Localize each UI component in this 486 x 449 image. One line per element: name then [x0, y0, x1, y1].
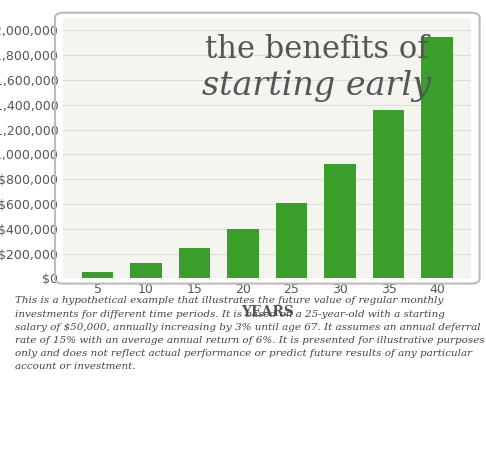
- Text: starting early: starting early: [202, 70, 431, 102]
- Bar: [421, 36, 453, 278]
- Text: the benefits of: the benefits of: [205, 34, 428, 65]
- Bar: [82, 272, 113, 278]
- Bar: [179, 248, 210, 278]
- Bar: [276, 203, 307, 278]
- Bar: [324, 164, 356, 278]
- Text: This is a hypothetical example that illustrates the future value of regular mont: This is a hypothetical example that illu…: [15, 296, 485, 371]
- Bar: [130, 264, 162, 278]
- Bar: [373, 110, 404, 278]
- X-axis label: YEARS: YEARS: [241, 304, 294, 319]
- Bar: [227, 229, 259, 278]
